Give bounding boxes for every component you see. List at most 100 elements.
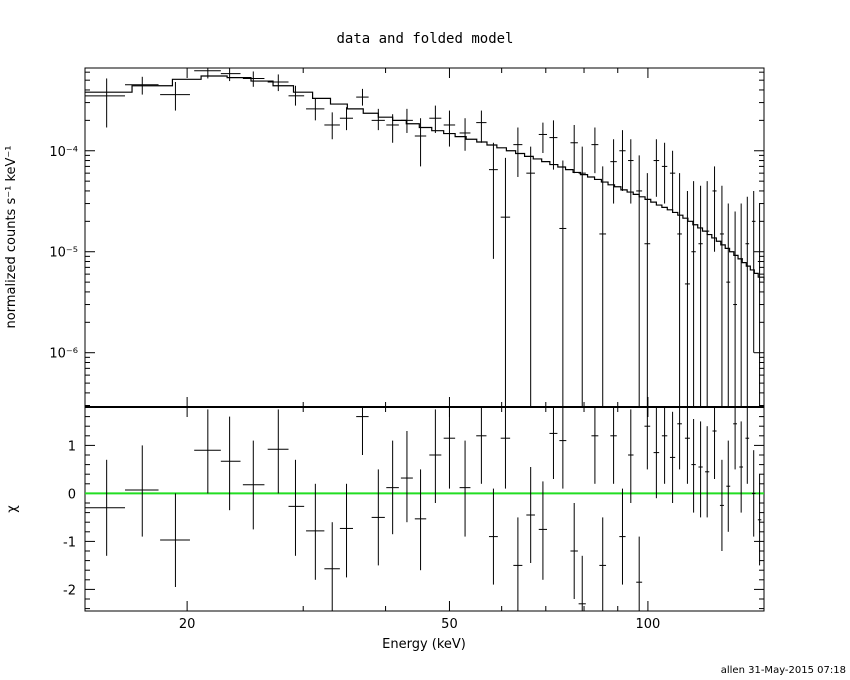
data-point — [459, 118, 471, 151]
data-point — [719, 185, 724, 407]
data-point — [739, 203, 744, 407]
data-point — [591, 127, 599, 174]
data-point — [669, 150, 676, 212]
data-point — [610, 139, 617, 204]
residual-point — [719, 459, 724, 551]
residual-point — [559, 407, 567, 489]
residual-point — [356, 407, 369, 455]
data-point — [324, 112, 340, 140]
data-point — [429, 105, 442, 133]
residual-point — [653, 407, 660, 499]
residual-point — [726, 440, 731, 532]
data-point — [339, 107, 354, 131]
data-point — [513, 127, 523, 177]
data-point — [578, 146, 586, 407]
residual-point — [591, 407, 599, 484]
data-point — [628, 139, 634, 204]
residual-point — [712, 407, 717, 479]
residual-point — [288, 459, 305, 556]
data-point — [443, 110, 456, 147]
residual-point — [414, 469, 427, 571]
data-point — [400, 108, 413, 133]
residual-point — [194, 409, 221, 494]
residual-point — [400, 431, 413, 523]
residual-point — [669, 411, 676, 503]
residual-point — [549, 407, 558, 479]
data-point — [306, 98, 325, 121]
top-y-ticks: 10⁻⁴ 10⁻⁵ 10⁻⁶ — [49, 71, 764, 407]
bottom-y-tick-label: -1 — [63, 535, 76, 550]
residual-point — [684, 407, 690, 484]
data-point — [500, 157, 511, 407]
data-point — [549, 120, 558, 170]
residual-point — [160, 493, 190, 587]
residual-point — [306, 483, 325, 580]
residual-point — [429, 409, 442, 503]
residual-point — [488, 488, 498, 585]
data-point — [559, 160, 567, 407]
data-point — [712, 166, 717, 252]
residual-point — [636, 536, 643, 611]
residual-point — [513, 517, 523, 611]
data-point — [414, 118, 427, 167]
data-point — [653, 139, 660, 197]
residual-points-group — [85, 407, 762, 611]
top-y-tick-label: 10⁻⁶ — [49, 347, 78, 362]
residual-point — [644, 407, 651, 470]
top-panel: 10⁻⁴ 10⁻⁵ 10⁻⁶ — [49, 67, 765, 408]
data-point — [371, 108, 385, 131]
residual-point — [570, 503, 578, 599]
residual-point — [324, 522, 340, 611]
data-point — [636, 155, 643, 407]
residual-point — [661, 407, 668, 484]
residual-point — [220, 416, 241, 511]
data-point — [599, 166, 607, 407]
model-curve-group — [85, 75, 765, 281]
top-y-tick-label: 10⁻⁵ — [49, 246, 78, 261]
data-point — [733, 211, 737, 407]
data-point — [726, 203, 731, 407]
residual-point — [476, 407, 487, 484]
data-point — [488, 142, 498, 259]
residual-point — [739, 421, 744, 513]
bottom-y-tick-label: 0 — [68, 487, 76, 502]
data-point — [220, 68, 241, 82]
data-point — [684, 190, 690, 407]
residual-point — [459, 440, 471, 537]
residual-point — [691, 419, 696, 513]
data-point — [356, 88, 369, 106]
data-point — [745, 196, 750, 407]
x-tick-label: 20 — [179, 617, 196, 632]
residual-point — [242, 440, 265, 530]
residual-point — [751, 450, 756, 537]
chart-title: data and folded model — [336, 31, 513, 47]
top-y-axis-label: normalized counts s⁻¹ keV⁻¹ — [4, 146, 19, 329]
model-curve — [85, 75, 765, 281]
residual-point — [745, 407, 750, 484]
data-point — [677, 173, 682, 407]
data-point — [691, 181, 696, 407]
residual-point — [339, 483, 354, 578]
data-point — [288, 85, 305, 106]
residual-point — [733, 407, 737, 470]
data-point — [661, 142, 668, 204]
data-point — [476, 110, 487, 143]
data-point — [386, 114, 399, 143]
residual-point — [757, 474, 762, 566]
residual-point — [386, 440, 399, 535]
residual-point — [267, 409, 289, 494]
data-point — [526, 146, 535, 407]
data-point — [705, 181, 710, 407]
data-point — [85, 78, 126, 128]
residual-point — [677, 407, 682, 470]
residual-point — [628, 409, 634, 503]
data-point — [538, 122, 548, 154]
data-point — [242, 71, 265, 87]
bottom-y-ticks: 1 0 -1 -2 — [63, 406, 764, 610]
data-point — [570, 124, 578, 174]
bottom-y-tick-label: -2 — [63, 583, 76, 598]
x-axis-ticks: 20 50 100 — [179, 68, 660, 632]
data-point — [619, 130, 626, 191]
data-point — [757, 203, 762, 407]
